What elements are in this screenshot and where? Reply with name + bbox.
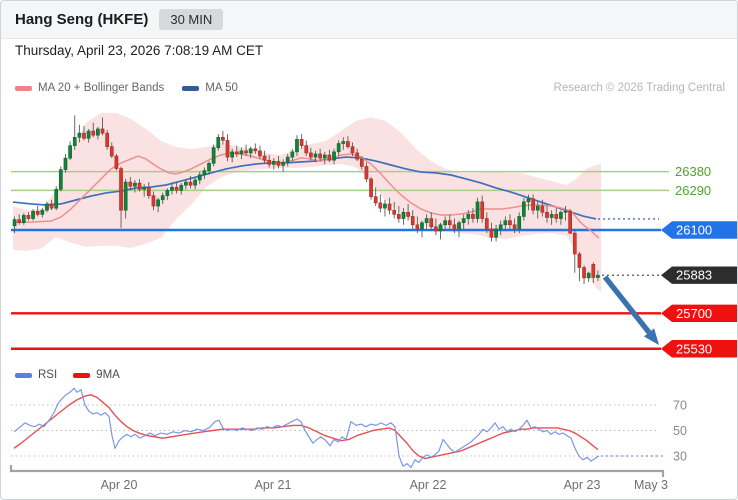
price-chart-svg: 26380 26290 26100 25883 25700 25530 [11,112,737,358]
rsi-axis-label-50: 50 [673,424,687,438]
level-tag-25883 [661,266,737,284]
time-axis-label-apr-21: Apr 21 [255,478,292,492]
header: Hang Seng (HKFE) 30 MIN [1,1,737,39]
level-tag-label-26100: 26100 [676,223,712,238]
rsi-legend: RSI 9MA [15,368,120,382]
candles [12,115,600,285]
level-tag-label-25883: 25883 [676,268,712,283]
level-tag-25530 [661,340,737,358]
legend-item-rsi: RSI [15,369,57,381]
rsi-axis-label-70: 70 [673,399,687,413]
ma20-line [13,152,600,239]
instrument-title: Hang Seng (HKFE) [15,11,149,28]
nine-ma-label: 9MA [96,369,120,381]
ma50-line [12,156,597,220]
forecast-arrow-head [643,328,659,345]
legend-item-9ma: 9MA [73,369,120,381]
bollinger-band [13,112,601,292]
price-chart-legend: MA 20 + Bollinger Bands MA 50 Research ©… [15,80,725,96]
time-axis [9,465,665,477]
rsi-line [13,387,600,469]
level-tag-label-25700: 25700 [676,306,712,321]
research-watermark: Research © 2026 Trading Central [553,82,725,94]
level-tag-26100 [661,221,737,239]
rsi-axis-label-30: 30 [673,450,687,464]
ma50-swatch [182,85,200,91]
rsi-9ma-line [13,394,599,460]
nine-ma-swatch [73,372,91,378]
timestamp: Thursday, April 23, 2026 7:08:19 AM CET [15,43,264,58]
rsi-label: RSI [38,369,58,381]
ma20-bollinger-swatch [15,85,32,91]
level-tag-25700 [661,304,737,323]
level-label-26290: 26290 [675,183,711,198]
legend-item-ma20-bollinger: MA 20 + Bollinger Bands [15,82,164,94]
rsi-swatch [15,372,32,378]
time-axis-label-apr-23: Apr 23 [564,478,601,492]
rsi-chart-svg: 70 50 30 Apr 20 Apr 21 Apr 22 Apr 23 May 3 [9,387,687,492]
level-tag-label-25530: 25530 [676,341,712,356]
time-axis-label-may-3: May 3 [634,478,668,492]
legend-item-ma50: MA 50 [182,82,238,94]
level-label-26380: 26380 [675,164,711,179]
time-axis-label-apr-20: Apr 20 [101,478,138,492]
ma20-bollinger-label: MA 20 + Bollinger Bands [38,82,165,94]
time-axis-label-apr-22: Apr 22 [410,478,447,492]
timeframe-badge: 30 MIN [159,9,224,30]
forecast-arrow-shaft [602,275,652,335]
ma50-label: MA 50 [205,82,238,94]
